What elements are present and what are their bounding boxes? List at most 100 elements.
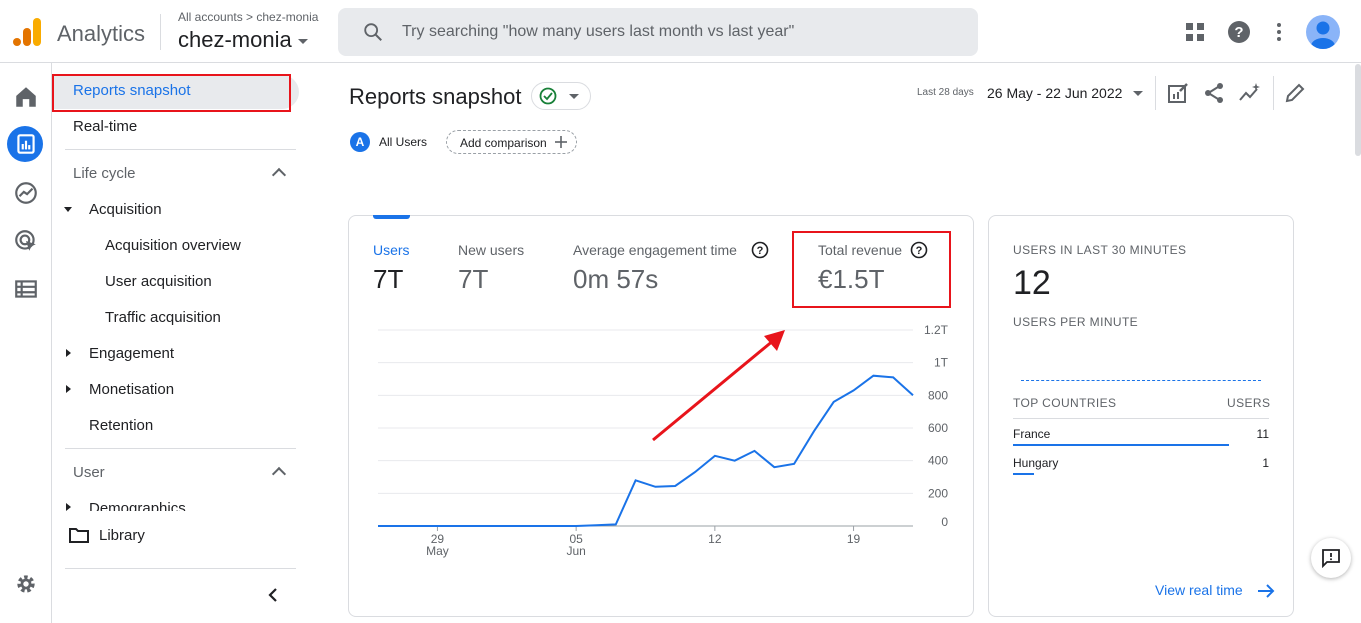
realtime-card — [988, 215, 1294, 617]
more-vert-icon[interactable] — [1267, 20, 1291, 44]
metric-value: 7T — [458, 264, 489, 294]
customize-report-icon[interactable] — [1166, 81, 1190, 105]
nav-library[interactable]: Library — [99, 527, 145, 544]
search-icon — [364, 23, 382, 41]
metric-value: 7T — [373, 264, 404, 294]
comparison-badge: A — [350, 132, 370, 152]
app-name: Analytics — [57, 21, 146, 46]
top-countries-header: TOP COUNTRIES — [1013, 396, 1117, 410]
nav-engagement[interactable]: Engagement — [89, 345, 175, 362]
metric-value: €1.5T — [818, 264, 885, 294]
help-outline-icon[interactable]: ? — [751, 241, 769, 259]
nav-reports-snapshot[interactable]: Reports snapshot — [73, 82, 191, 99]
nav-user-header[interactable]: User — [73, 464, 105, 481]
metric-label: Average engagement time — [573, 242, 737, 258]
metric-tab-engagement-time[interactable]: Average engagement time 0m 57s — [573, 242, 737, 295]
annotation-box-total-revenue — [792, 231, 951, 308]
top-bar: Analytics All accounts > chez-monia chez… — [0, 0, 1361, 63]
date-range-picker[interactable]: 26 May - 22 Jun 2022 — [987, 85, 1143, 105]
account-breadcrumb[interactable]: All accounts > chez-monia — [178, 10, 319, 24]
table-divider — [1013, 418, 1269, 419]
left-rail — [0, 63, 52, 623]
check-circle-icon — [539, 87, 557, 105]
reports-icon[interactable] — [13, 131, 39, 157]
search-box[interactable]: Try searching "how many users last month… — [338, 8, 978, 56]
collapse-nav-icon[interactable] — [266, 587, 280, 603]
nav-acquisition-overview[interactable]: Acquisition overview — [105, 237, 241, 254]
comparison-label: All Users — [379, 135, 428, 149]
svg-text:?: ? — [757, 245, 764, 257]
nav-traffic-acquisition[interactable]: Traffic acquisition — [105, 309, 221, 326]
property-name: chez-monia — [178, 27, 292, 52]
y-tick-label: 800 — [928, 388, 948, 402]
help-outline-icon[interactable]: ? — [910, 241, 928, 259]
svg-text:?: ? — [916, 245, 923, 257]
arrow-forward-icon — [1258, 584, 1275, 598]
y-tick-label: 400 — [928, 454, 948, 468]
add-comparison-button[interactable]: Add comparison — [446, 130, 577, 154]
view-real-time-label: View real time — [1155, 582, 1243, 598]
account-avatar[interactable] — [1306, 15, 1340, 49]
caret-down-icon — [569, 94, 579, 99]
nav-scroll-clip: Demographics — [53, 497, 305, 511]
nav-demographics[interactable]: Demographics — [89, 500, 186, 511]
settings-icon[interactable] — [13, 571, 39, 597]
caret-down-icon — [297, 38, 308, 44]
divider — [160, 14, 161, 50]
metric-tab-users[interactable]: Users 7T — [373, 242, 410, 295]
country-share-bar — [1013, 473, 1035, 475]
chevron-up-icon[interactable] — [271, 466, 287, 482]
country-name: Hungary — [1013, 456, 1059, 470]
per-minute-bars[interactable] — [1021, 380, 1261, 381]
caret-down-icon — [1133, 91, 1143, 96]
page-scrollbar[interactable] — [1355, 64, 1361, 156]
metric-label: Users — [373, 242, 410, 258]
nav-realtime[interactable]: Real-time — [73, 118, 138, 135]
y-tick-label: 0 — [941, 515, 948, 529]
insights-icon[interactable] — [1238, 81, 1262, 105]
edit-pencil-icon[interactable] — [1283, 81, 1307, 105]
expand-down-icon[interactable] — [64, 207, 72, 212]
nav-lifecycle-header[interactable]: Life cycle — [73, 165, 136, 182]
nav-monetisation[interactable]: Monetisation — [89, 381, 175, 398]
country-share-bar — [1013, 444, 1230, 446]
expand-right-icon[interactable] — [66, 349, 71, 357]
toolbar-divider — [1273, 76, 1274, 110]
chevron-up-icon[interactable] — [271, 167, 287, 183]
share-icon[interactable] — [1202, 81, 1226, 105]
help-icon[interactable]: ? — [1227, 20, 1251, 44]
configure-icon[interactable] — [13, 276, 39, 302]
expand-right-icon[interactable] — [66, 385, 71, 393]
chart-y-axis: 0 200 400 600 800 1T 1.2T — [924, 323, 949, 529]
apps-grid-icon[interactable] — [1183, 20, 1207, 44]
users-per-minute-title: USERS PER MINUTE — [1013, 315, 1139, 329]
users-column-header: USERS — [1227, 396, 1271, 410]
expand-right-icon[interactable] — [66, 503, 71, 511]
nav-selected-bg — [53, 75, 299, 109]
nav-user-acquisition[interactable]: User acquisition — [105, 273, 212, 290]
nav-acquisition[interactable]: Acquisition — [89, 201, 162, 218]
home-icon[interactable] — [13, 84, 39, 110]
property-selector[interactable]: chez-monia — [178, 27, 308, 53]
svg-text:?: ? — [1234, 24, 1243, 41]
view-real-time-link[interactable]: View real time — [1155, 582, 1275, 600]
x-tick-label: 12 — [708, 532, 722, 546]
y-tick-label: 200 — [928, 486, 948, 500]
y-tick-label: 1.2T — [924, 323, 949, 337]
feedback-button[interactable] — [1311, 538, 1351, 578]
nav-retention[interactable]: Retention — [89, 417, 154, 434]
metric-tab-total-revenue[interactable]: Total revenue €1.5T — [818, 242, 902, 295]
status-chip[interactable] — [531, 82, 591, 110]
advertising-icon[interactable] — [13, 228, 39, 254]
nav-divider — [65, 568, 296, 569]
analytics-logo[interactable] — [12, 17, 42, 47]
explore-icon[interactable] — [13, 180, 39, 206]
metric-tab-new-users[interactable]: New users 7T — [458, 242, 524, 295]
annotation-arrow — [652, 330, 785, 442]
country-users: 11 — [1256, 427, 1269, 441]
y-tick-label: 600 — [928, 421, 948, 435]
x-tick-label: 05 — [569, 532, 583, 546]
metric-label: New users — [458, 242, 525, 258]
folder-icon — [69, 528, 89, 543]
